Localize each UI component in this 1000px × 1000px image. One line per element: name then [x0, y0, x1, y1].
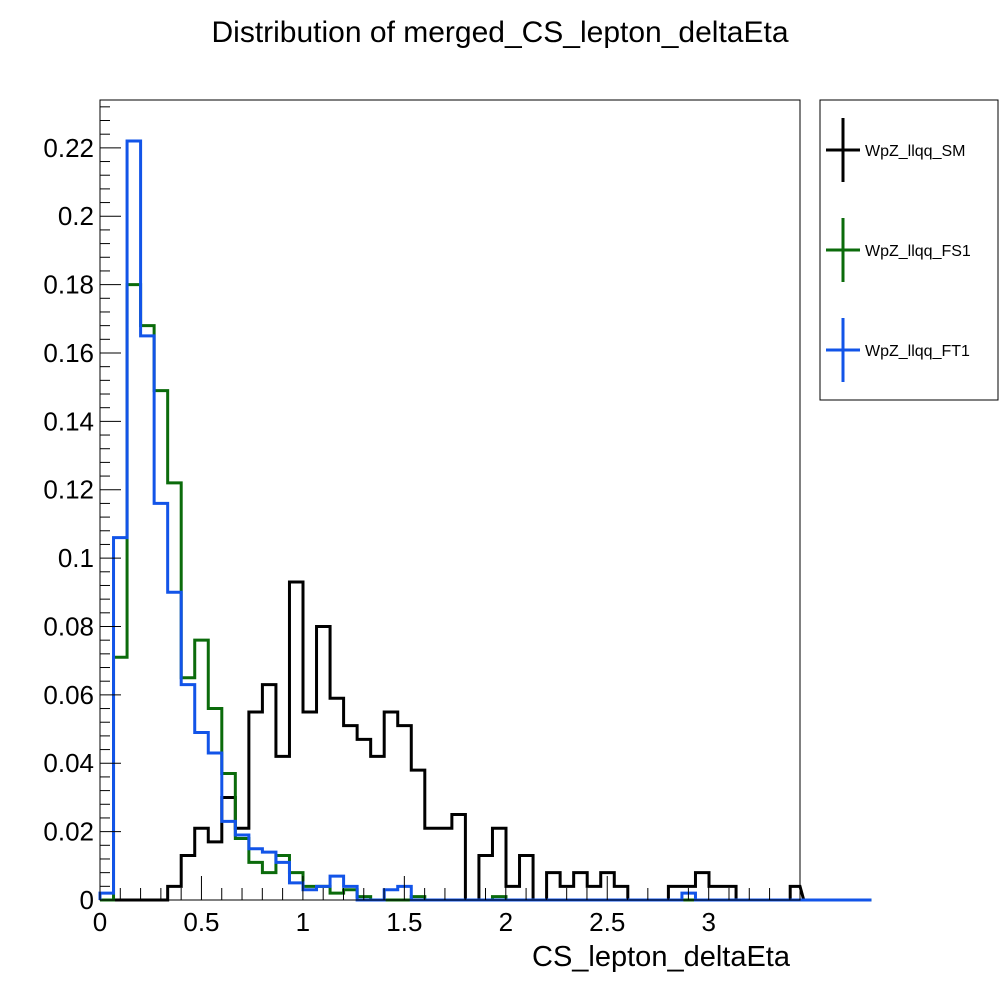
- y-tick-label: 0.08: [43, 611, 94, 641]
- x-tick-label: 3: [701, 907, 715, 937]
- y-tick-label: 0.12: [43, 475, 94, 505]
- y-tick-label: 0.06: [43, 680, 94, 710]
- plot-area: [100, 100, 800, 900]
- x-tick-label: 1.5: [386, 907, 422, 937]
- legend: WpZ_llqq_SM WpZ_llqq_FS1 WpZ_llqq_FT1: [819, 99, 999, 401]
- y-tick-label: 0.02: [43, 817, 94, 847]
- chart-title: Distribution of merged_CS_lepton_deltaEt…: [211, 16, 788, 49]
- y-tick-label: 0.04: [43, 748, 94, 778]
- y-tick-label: 0.14: [43, 406, 94, 436]
- plot-frame: [99, 99, 801, 901]
- y-tick-label: 0.1: [58, 543, 94, 573]
- y-tick-label: 0.16: [43, 338, 94, 368]
- x-tick-label: 0: [93, 907, 107, 937]
- x-tick-label: 2.5: [589, 907, 625, 937]
- legend-label: WpZ_llqq_FT1: [865, 343, 970, 360]
- y-tick-label: 0.22: [43, 133, 94, 163]
- legend-label: WpZ_llqq_FS1: [865, 243, 971, 260]
- x-tick-label: 1: [296, 907, 310, 937]
- x-axis-label: CS_lepton_deltaEta: [532, 941, 791, 973]
- axes: 0 0.5 1 1.5 2 2.5 3 0 0.02 0.04 0.06 0.08 0.1 0.12 0.1…: [43, 106, 791, 937]
- x-tick-label: 2: [499, 907, 513, 937]
- y-tick-label: 0: [80, 885, 94, 915]
- legend-label: WpZ_llqq_SM: [865, 143, 965, 160]
- x-tick-label: 0.5: [183, 907, 219, 937]
- plot-background: [100, 100, 800, 900]
- y-tick-label: 0.2: [58, 201, 94, 231]
- y-tick-label: 0.18: [43, 270, 94, 300]
